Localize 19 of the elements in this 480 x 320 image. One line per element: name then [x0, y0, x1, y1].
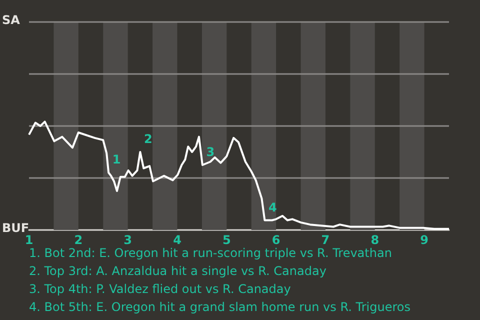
text: 4. Bot 5th: E. Oregon hit a grand slam home run vs R. Trigueros	[29, 299, 410, 316]
text: SA	[2, 13, 20, 27]
text: 1. Bot 2nd: E. Oregon hit a run-scoring triple vs R. Trevathan	[29, 245, 393, 262]
text: 2. Top 3rd: A. Anzaldua hit a single vs R. Canaday	[29, 263, 328, 280]
x-tick-label: 3	[124, 233, 132, 247]
x-tick-label: 2	[74, 233, 83, 247]
x-tick-label: 6	[272, 233, 280, 247]
x-tick-label: 7	[321, 233, 330, 247]
annotation: BUF	[2, 221, 30, 235]
x-tick-label: 5	[222, 233, 231, 247]
x-tick-label: 4	[173, 233, 182, 247]
x-tick-label: 9	[420, 233, 428, 247]
x-tick-label: 1	[24, 233, 34, 247]
annotation: 4	[268, 200, 277, 214]
text: 3. Top 4th: P. Valdez flied out vs R. Canaday	[29, 281, 292, 298]
x-tick-label: 8	[370, 233, 380, 247]
annotation: 2	[144, 132, 152, 146]
annotation: 1	[112, 152, 121, 167]
annotation: 3	[206, 145, 215, 159]
